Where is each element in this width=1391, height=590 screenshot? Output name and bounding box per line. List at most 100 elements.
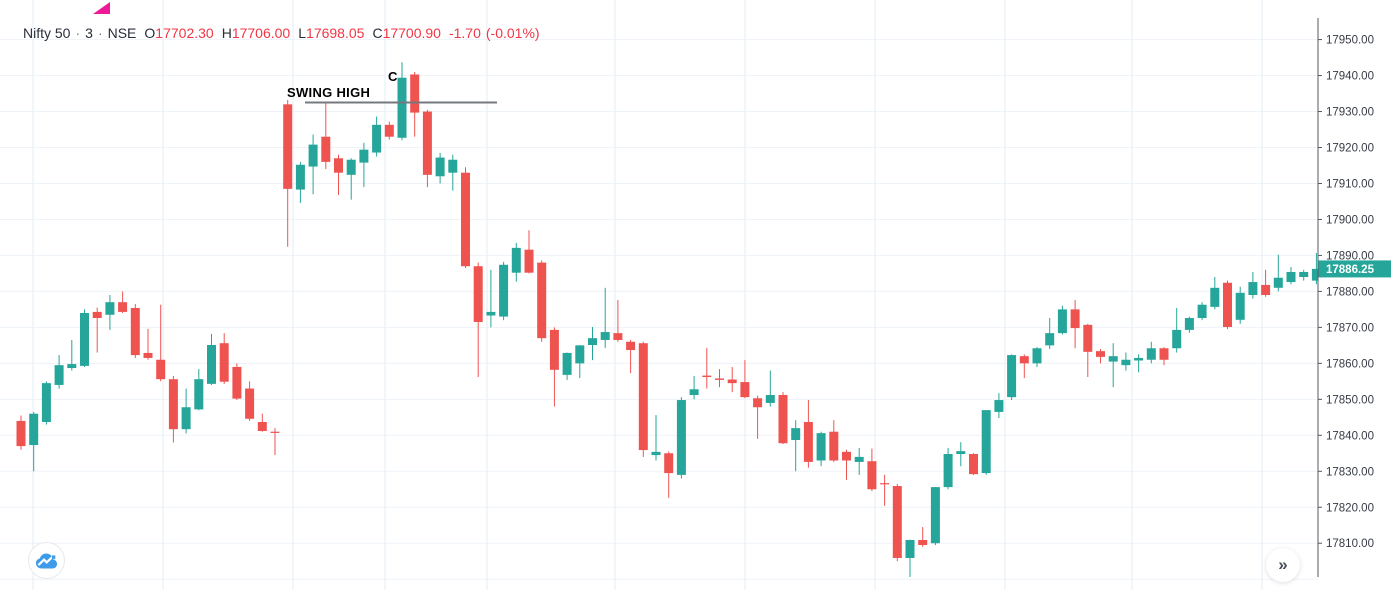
candle-up (435, 157, 445, 177)
candle-up (943, 454, 953, 488)
double-chevron-right-icon: » (1278, 554, 1288, 574)
candle-down (1019, 356, 1029, 364)
price-tick-label: 17870.00 (1326, 322, 1374, 334)
candle-up (676, 400, 686, 475)
ohlc-high: H17706.00 (222, 25, 291, 41)
candle-up (1248, 282, 1258, 295)
candle-down (232, 366, 242, 399)
candle-up (1057, 309, 1067, 334)
candle-down (461, 172, 470, 267)
change-readout: -1.70 (-0.01%) (449, 25, 540, 41)
separator-dot: · (75, 25, 81, 41)
price-tick-label: 17810.00 (1326, 538, 1374, 550)
candle-up (816, 433, 826, 461)
candle-up (1273, 277, 1283, 288)
candle-down (1083, 324, 1093, 352)
price-tick-label: 17930.00 (1326, 107, 1374, 119)
candle-down (473, 266, 483, 322)
candle-down (702, 375, 712, 378)
candle-up (1032, 348, 1042, 364)
symbol-name[interactable]: Nifty 50 (23, 25, 71, 41)
candle-down (283, 104, 293, 189)
candle-down (664, 453, 674, 474)
ohlc-low: L17698.05 (298, 25, 364, 41)
candle-down (422, 111, 432, 175)
candle-down (969, 454, 978, 475)
price-tick-label: 17940.00 (1326, 71, 1374, 83)
candle-up (372, 124, 382, 153)
candle-down (130, 307, 140, 356)
grid-horizontal (0, 39, 1318, 580)
swing-high-annotation[interactable]: SWING HIGH (287, 85, 371, 100)
candle-up (1045, 333, 1055, 346)
candle-up (765, 395, 775, 403)
candle-down (537, 262, 547, 339)
candle-down (715, 378, 724, 380)
candle-down (1070, 309, 1080, 329)
candle-up (80, 312, 89, 366)
candle-down (727, 379, 737, 384)
candle-down (613, 333, 623, 340)
candle-down (1261, 284, 1271, 295)
candle-up (575, 345, 585, 364)
price-tick-label: 17830.00 (1326, 466, 1374, 478)
price-tick-label: 17890.00 (1326, 250, 1374, 262)
price-axis[interactable]: 17950.00 17940.00 17930.00 17920.00 17910.00… (1317, 18, 1374, 577)
candle-down (778, 395, 788, 444)
ohlc-close: C17700.90 (372, 25, 441, 41)
price-tick-label: 17950.00 (1326, 35, 1374, 47)
price-tick-label: 17910.00 (1326, 178, 1374, 190)
candle-up (994, 400, 1004, 412)
candle-down (143, 352, 153, 358)
candle-up (905, 539, 915, 558)
candle-up (1197, 304, 1207, 319)
candle-down (321, 136, 331, 162)
candle-up (499, 264, 509, 317)
candle-up (1134, 357, 1144, 361)
interval-value[interactable]: 3 (85, 25, 93, 41)
candle-down (829, 431, 839, 461)
price-tick-label: 17840.00 (1326, 430, 1374, 442)
candle-up (854, 456, 864, 462)
expand-panel-button[interactable]: » (1266, 548, 1300, 582)
candle-down (918, 539, 928, 546)
candle-down (118, 302, 128, 312)
candle-down (867, 461, 877, 490)
candle-up (295, 164, 305, 190)
candle-down (92, 311, 102, 319)
candle-down (384, 124, 394, 137)
candle-down (892, 486, 902, 558)
high-value: 17706.00 (231, 25, 291, 41)
candle-up (1172, 329, 1182, 349)
candle-up (791, 428, 801, 440)
candle-down (626, 341, 636, 351)
open-label: O (144, 25, 156, 41)
price-tick-label: 17860.00 (1326, 358, 1374, 370)
candle-up (1311, 268, 1318, 281)
candle-up (588, 338, 597, 346)
candle-up (207, 345, 216, 384)
candle-down (842, 451, 851, 461)
change-value: -1.70 (448, 25, 481, 41)
candle-up (41, 383, 51, 422)
last-price-tag: 17886.25 (1318, 260, 1391, 278)
candle-up (1108, 356, 1118, 362)
candle-c-annotation[interactable]: C (388, 69, 398, 84)
high-label: H (221, 25, 232, 41)
tradingview-logo-button[interactable] (28, 542, 65, 579)
candle-up (397, 77, 407, 138)
candle-up (308, 144, 318, 167)
candle-up (562, 352, 572, 375)
candle-down (156, 359, 166, 380)
candle-up (1146, 348, 1156, 360)
candle-up (1121, 359, 1131, 366)
candle-up (511, 247, 521, 273)
candle-down (410, 74, 420, 113)
price-tick-label: 17900.00 (1326, 214, 1374, 226)
price-tick-label: 17880.00 (1326, 286, 1374, 298)
candle-up (1007, 355, 1017, 398)
candle-up (651, 451, 661, 456)
candle-up (600, 332, 610, 340)
change-percent: (-0.01%) (485, 25, 540, 41)
